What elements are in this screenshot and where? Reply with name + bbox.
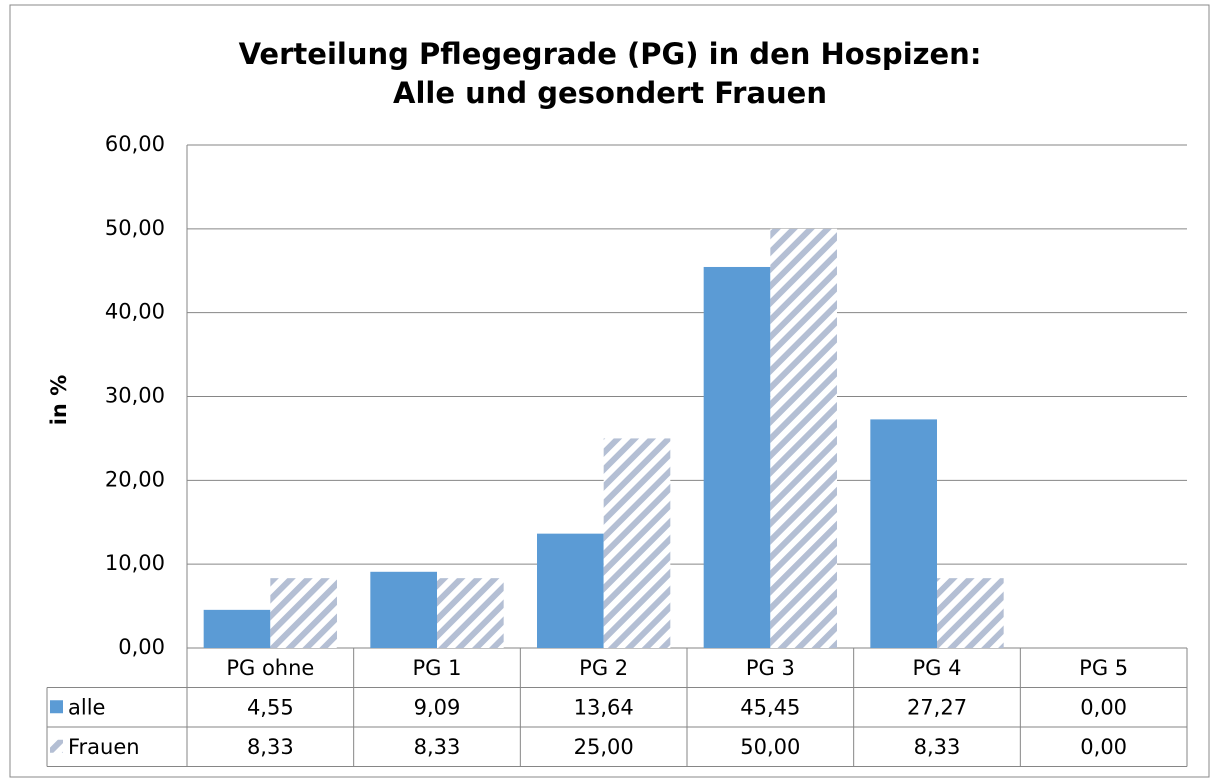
- y-tick-label: 50,00: [105, 216, 165, 240]
- bar: [270, 578, 337, 648]
- y-tick-label: 0,00: [118, 635, 165, 659]
- bar: [703, 266, 771, 648]
- bar: [870, 419, 937, 648]
- x-tick-label: PG 5: [1079, 656, 1128, 680]
- legend-key: [50, 739, 63, 753]
- data-label: 45,45: [740, 695, 800, 719]
- y-tick-label: 30,00: [105, 384, 165, 408]
- y-tick-label: 20,00: [105, 467, 165, 491]
- y-axis-label: in %: [47, 375, 71, 426]
- data-label: 8,33: [414, 735, 461, 759]
- bar: [537, 533, 604, 648]
- bar: [203, 609, 271, 648]
- data-label: 9,09: [414, 695, 461, 719]
- chart-title: Alle und gesondert Frauen: [393, 76, 827, 110]
- data-label: 13,64: [574, 695, 634, 719]
- data-label: 50,00: [740, 735, 800, 759]
- chart-title: Verteilung Pflegegrade (PG) in den Hospi…: [239, 37, 982, 71]
- data-label: 0,00: [1080, 735, 1127, 759]
- x-tick-label: PG ohne: [226, 656, 314, 680]
- bar: [603, 438, 671, 648]
- bar: [770, 228, 837, 649]
- y-tick-label: 60,00: [105, 132, 165, 156]
- data-label: 4,55: [247, 695, 294, 719]
- x-tick-label: PG 2: [579, 656, 628, 680]
- x-tick-label: PG 4: [913, 656, 962, 680]
- bar: [437, 578, 504, 648]
- legend-label: alle: [68, 695, 105, 719]
- data-label: 0,00: [1080, 695, 1127, 719]
- y-tick-label: 10,00: [105, 551, 165, 575]
- data-label: 25,00: [574, 735, 634, 759]
- data-label: 8,33: [247, 735, 294, 759]
- data-label: 8,33: [914, 735, 961, 759]
- legend-key: [50, 700, 63, 714]
- bar: [937, 578, 1004, 648]
- x-tick-label: PG 1: [413, 656, 462, 680]
- x-tick-label: PG 3: [746, 656, 795, 680]
- bar: [370, 571, 437, 648]
- legend-label: Frauen: [68, 735, 140, 759]
- data-label: 27,27: [907, 695, 967, 719]
- y-tick-label: 40,00: [105, 300, 165, 324]
